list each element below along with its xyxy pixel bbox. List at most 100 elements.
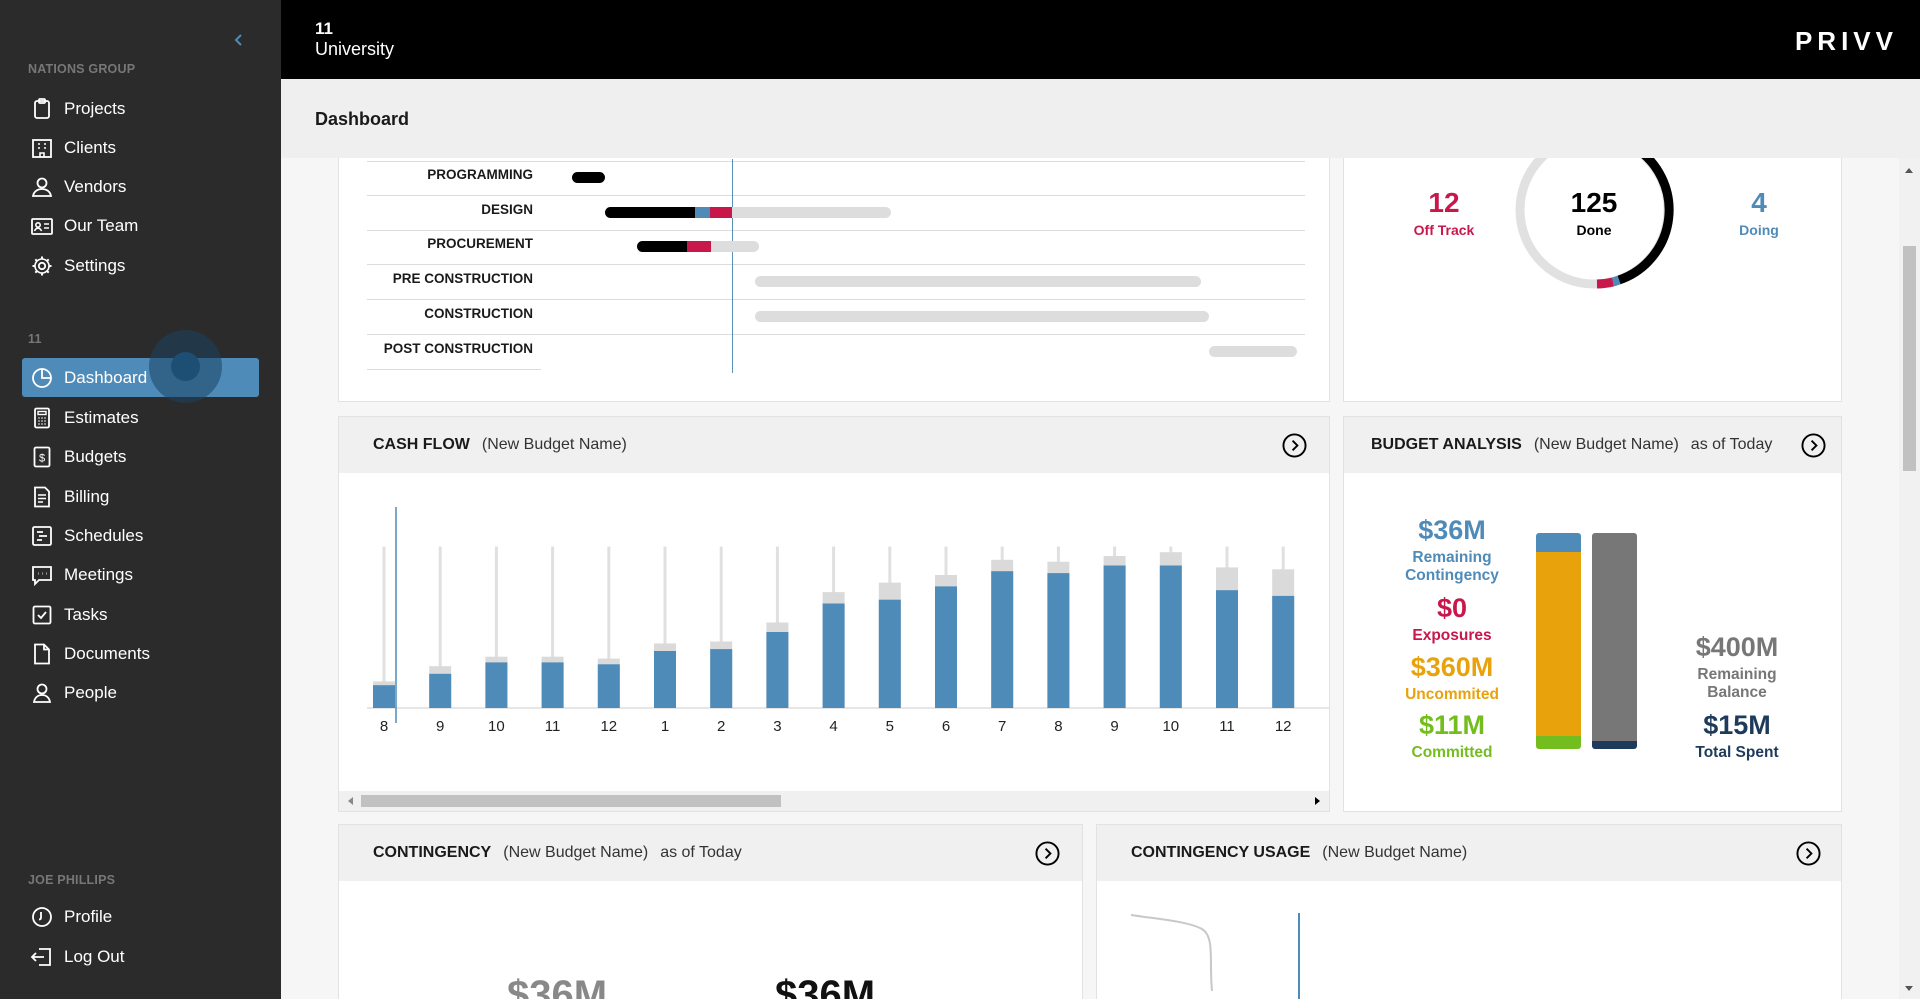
phase-bar-programming[interactable]: [572, 172, 605, 183]
phase-bar-procurement-late: [687, 241, 711, 252]
x-tick-label: 12: [1275, 718, 1292, 735]
cash-flow-open-button[interactable]: [1282, 433, 1307, 458]
sidebar-item-our-team[interactable]: Our Team: [22, 206, 259, 245]
contingency-budget-name: (New Budget Name): [503, 844, 649, 861]
timeline-card: PROGRAMMING DESIGN PROCUREMENT PRE CONST…: [338, 158, 1330, 402]
remaining-segment: [1592, 533, 1637, 742]
phase-bar-construction[interactable]: [755, 311, 1209, 322]
sidebar-item-label: Estimates: [64, 407, 139, 427]
remaining-contingency-value: $36M: [1418, 515, 1486, 545]
sidebar-item-label: Log Out: [64, 946, 125, 966]
sidebar-item-logout[interactable]: Log Out: [22, 937, 259, 976]
phase-bar-procurement[interactable]: [637, 241, 687, 252]
budget-analysis-open-button[interactable]: [1801, 433, 1826, 458]
x-tick-label: 7: [998, 718, 1006, 735]
actual-bar: [766, 632, 789, 708]
sidebar-item-documents[interactable]: Documents: [22, 634, 259, 673]
sidebar-item-clients[interactable]: Clients: [22, 128, 259, 167]
x-tick-label: 9: [436, 718, 444, 735]
contingency-card: CONTINGENCY (New Budget Name) as of Toda…: [338, 824, 1083, 999]
sidebar-item-meetings[interactable]: Meetings: [22, 555, 259, 594]
sidebar-item-vendors[interactable]: Vendors: [22, 167, 259, 206]
sidebar-item-billing[interactable]: Billing: [22, 477, 259, 516]
cumulative-bar: [719, 546, 723, 708]
sidebar-item-profile[interactable]: Profile: [22, 897, 259, 936]
task-donut-chart: [1515, 158, 1674, 289]
calculator-icon: [34, 407, 50, 428]
collapse-sidebar-button[interactable]: [231, 30, 247, 50]
cash-flow-card: CASH FLOW (New Budget Name) 8 9 10 11 12 1 2 3 4…: [338, 416, 1330, 812]
x-tick-label: 1: [661, 718, 669, 735]
phase-label: PROGRAMMING: [427, 167, 533, 182]
profile-circle-icon: [32, 906, 52, 927]
horizontal-scrollbar[interactable]: [339, 791, 1329, 811]
actual-bar: [822, 603, 845, 708]
budget-bar-allocation[interactable]: [1536, 533, 1581, 749]
phase-label: DESIGN: [481, 202, 533, 217]
project-name: University: [315, 39, 395, 59]
contingency-value-current: $36M: [775, 973, 876, 999]
sidebar-item-schedules[interactable]: Schedules: [22, 516, 259, 555]
x-tick-label: 3: [773, 718, 781, 735]
cash-flow-header: CASH FLOW (New Budget Name): [339, 417, 1329, 473]
phase-label: POST CONSTRUCTION: [383, 341, 533, 356]
sidebar-item-tasks[interactable]: Tasks: [22, 595, 259, 634]
budget-analysis-title: BUDGET ANALYSIS: [1371, 436, 1522, 453]
phase-label: CONSTRUCTION: [424, 306, 533, 321]
sidebar-item-label: Billing: [64, 486, 110, 506]
timeline-gridline: [367, 195, 1305, 196]
id-card-icon: [31, 217, 53, 235]
chat-bubble-icon: [32, 565, 52, 586]
x-tick-label: 6: [942, 718, 950, 735]
budget-bar-spending[interactable]: [1592, 533, 1637, 749]
contingency-usage-open-button[interactable]: [1796, 841, 1821, 866]
cumulative-bar: [663, 546, 667, 708]
contingency-usage-chart: [1130, 913, 1300, 999]
phase-bar-design[interactable]: [605, 207, 695, 218]
scroll-down-arrow[interactable]: [1905, 986, 1913, 991]
phase-bar-pre-construction[interactable]: [755, 276, 1201, 287]
actual-bar: [654, 651, 676, 708]
person-outline-icon: [31, 177, 53, 197]
scroll-up-arrow[interactable]: [1905, 168, 1913, 173]
phase-bar-design-planned[interactable]: [605, 207, 891, 218]
sidebar-item-people[interactable]: People: [22, 673, 259, 712]
contingency-usage-header: CONTINGENCY USAGE (New Budget Name): [1097, 825, 1841, 881]
actual-bar: [429, 673, 452, 708]
sidebar-item-projects[interactable]: Projects: [22, 89, 259, 128]
project-section-label: 11: [28, 332, 42, 346]
phase-bar-design-progress: [695, 207, 710, 218]
committed-segment: [1536, 736, 1581, 749]
brand-logo[interactable]: PRIVV: [1794, 26, 1898, 56]
scroll-left-arrow[interactable]: [348, 797, 353, 805]
x-tick-label: 11: [1219, 718, 1235, 735]
chevron-left-icon: [234, 34, 242, 46]
contingency-title: CONTINGENCY: [373, 844, 492, 861]
actual-bar: [485, 662, 508, 708]
sidebar-item-label: Budgets: [64, 446, 127, 466]
sidebar-item-settings[interactable]: Settings: [22, 246, 259, 285]
done-count: 125: [1570, 187, 1618, 218]
spent-segment: [1592, 741, 1637, 749]
phase-bar-post-construction[interactable]: [1209, 346, 1297, 357]
scrollbar-thumb[interactable]: [1903, 246, 1916, 471]
sidebar-item-dashboard[interactable]: Dashboard: [22, 358, 259, 397]
phase-label: PROCUREMENT: [427, 236, 533, 251]
budget-analysis-card: BUDGET ANALYSIS (New Budget Name) as of …: [1343, 416, 1842, 812]
cumulative-bar: [438, 546, 442, 708]
committed-label: Committed: [1411, 744, 1493, 761]
document-icon: [34, 643, 50, 664]
remaining-balance-label: Remaining Balance: [1697, 666, 1777, 701]
sidebar-item-label: Meetings: [64, 564, 133, 584]
sidebar-item-estimates[interactable]: Estimates: [22, 398, 259, 437]
contingency-usage-budget-name: (New Budget Name): [1322, 844, 1468, 861]
contingency-open-button[interactable]: [1035, 841, 1060, 866]
actual-bar: [1103, 565, 1126, 708]
x-tick-label: 8: [380, 718, 388, 735]
vertical-scrollbar[interactable]: [1899, 158, 1920, 999]
scrollbar-thumb[interactable]: [361, 795, 781, 807]
sidebar-item-label: Projects: [64, 98, 126, 118]
timeline-gridline: [367, 230, 1305, 231]
sidebar-item-budgets[interactable]: $ Budgets: [22, 437, 259, 476]
scroll-right-arrow[interactable]: [1315, 797, 1320, 805]
